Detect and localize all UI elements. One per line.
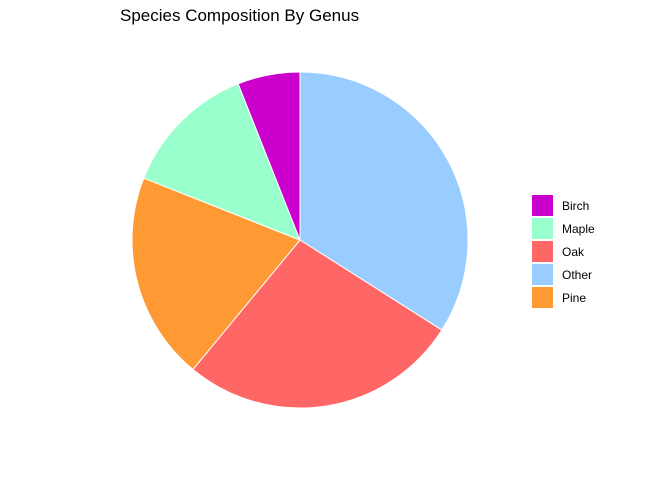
pie-slice-maple (143, 83, 301, 241)
legend-item-pine: Pine (532, 286, 595, 309)
chart-title: Species Composition By Genus (120, 6, 360, 25)
pie-slice-pine (131, 177, 301, 371)
pie-slices (131, 71, 469, 409)
pie-slice-other (299, 71, 469, 331)
legend-item-maple: Maple (532, 217, 595, 240)
pie-slice-birch (237, 71, 301, 241)
legend-swatch-pine (532, 287, 553, 308)
legend-label-pine: Pine (562, 290, 587, 305)
legend-label-other: Other (562, 267, 593, 282)
legend-item-oak: Oak (532, 240, 595, 263)
legend-label-oak: Oak (562, 244, 585, 259)
pie-slice-oak (192, 239, 443, 409)
legend-item-birch: Birch (532, 194, 595, 217)
chart-legend: Birch Maple Oak Other Pine (532, 194, 595, 309)
legend-swatch-oak (532, 241, 553, 262)
legend-label-birch: Birch (562, 198, 590, 213)
legend-item-other: Other (532, 263, 595, 286)
legend-swatch-other (532, 264, 553, 285)
legend-swatch-birch (532, 195, 553, 216)
legend-swatch-maple (532, 218, 553, 239)
legend-label-maple: Maple (562, 221, 595, 236)
